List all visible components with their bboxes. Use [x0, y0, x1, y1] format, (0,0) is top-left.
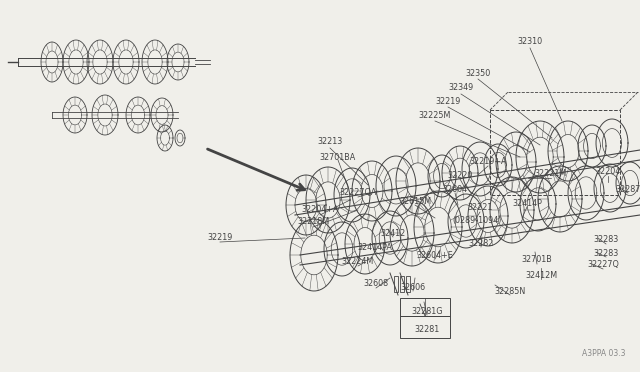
- Text: 32225M: 32225M: [419, 110, 451, 119]
- Text: 32604+E: 32604+E: [417, 250, 453, 260]
- Text: 32604: 32604: [442, 185, 468, 193]
- Text: 32282: 32282: [468, 238, 493, 247]
- Text: 32349: 32349: [449, 83, 474, 93]
- Text: 32227QA: 32227QA: [339, 187, 377, 196]
- Text: 32414P: 32414P: [512, 199, 542, 208]
- Text: 32701BA: 32701BA: [320, 154, 356, 163]
- Text: 32606: 32606: [401, 282, 426, 292]
- Text: 32219+A: 32219+A: [469, 157, 507, 167]
- Bar: [400, 276, 404, 292]
- Text: 32412M: 32412M: [525, 270, 557, 279]
- Bar: [394, 276, 398, 292]
- Text: 32219: 32219: [435, 96, 461, 106]
- Text: 32310: 32310: [517, 38, 543, 46]
- Bar: [400, 298, 450, 316]
- Text: 32287: 32287: [615, 185, 640, 193]
- Text: 32220: 32220: [447, 170, 473, 180]
- Text: 32281: 32281: [414, 326, 440, 334]
- Text: 32701B: 32701B: [522, 256, 552, 264]
- Text: 32281G: 32281G: [412, 307, 443, 315]
- Text: 32414PA: 32414PA: [358, 244, 392, 253]
- Text: 32283: 32283: [593, 248, 619, 257]
- Text: 32227Q: 32227Q: [587, 260, 619, 269]
- Text: 32412: 32412: [380, 228, 406, 237]
- Text: 32224M: 32224M: [342, 257, 374, 266]
- Bar: [406, 276, 410, 292]
- Text: 32615M: 32615M: [399, 196, 431, 205]
- Text: 32221M: 32221M: [535, 170, 567, 179]
- Text: 32213: 32213: [317, 138, 342, 147]
- Text: A3PPA 03.3: A3PPA 03.3: [582, 349, 625, 358]
- Text: 32204+A: 32204+A: [301, 205, 339, 215]
- Bar: [400, 316, 450, 338]
- Text: 32350: 32350: [465, 68, 491, 77]
- Text: 32608: 32608: [364, 279, 388, 289]
- Text: 32204: 32204: [595, 167, 621, 176]
- Bar: [490, 110, 620, 195]
- Text: 32218M: 32218M: [297, 218, 329, 227]
- Text: (0289-1094): (0289-1094): [452, 215, 502, 224]
- Text: 32283: 32283: [593, 235, 619, 244]
- Text: 32221: 32221: [467, 203, 493, 212]
- Text: 32219: 32219: [207, 234, 233, 243]
- Text: 32285N: 32285N: [494, 286, 525, 295]
